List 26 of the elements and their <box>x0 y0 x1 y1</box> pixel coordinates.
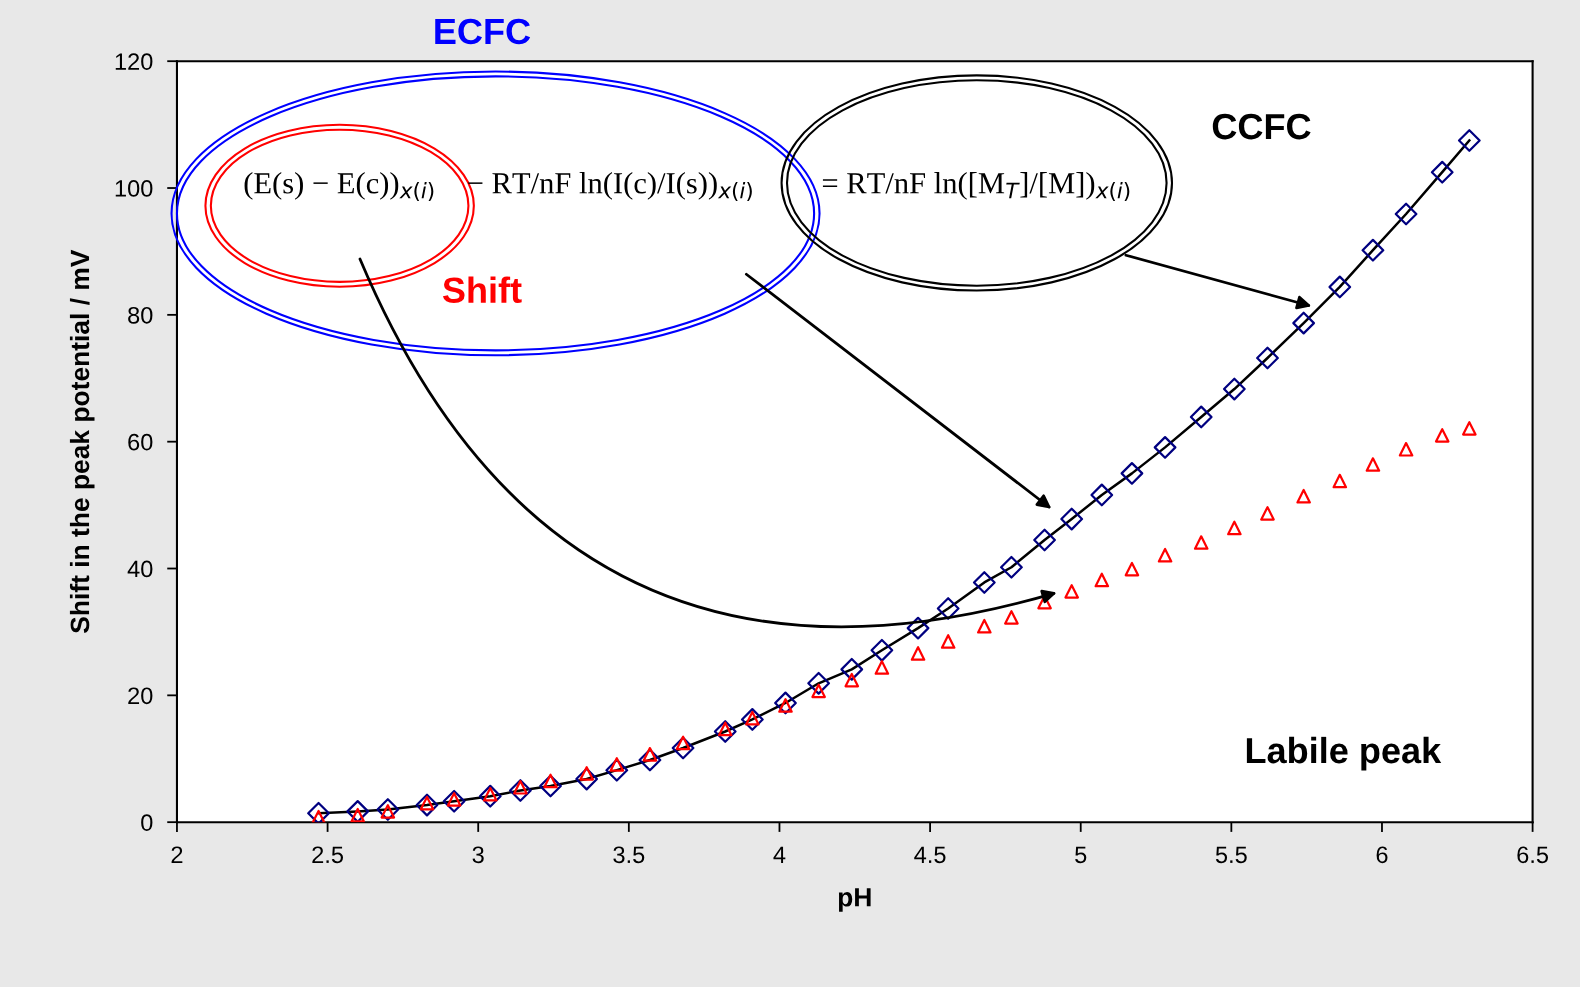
y-tick-label: 0 <box>141 814 153 831</box>
x-tick-label: 5.5 <box>1215 846 1247 864</box>
x-tick-label: 5 <box>1075 846 1087 864</box>
x-tick-label: 3 <box>472 846 484 864</box>
x-tick-label: 3.5 <box>613 846 645 864</box>
x-tick-label: 6 <box>1376 846 1388 864</box>
x-tick-label: 4.5 <box>914 846 946 864</box>
annotation: Labile peak <box>1246 736 1442 771</box>
y-axis-title: Shift in the peak potential / mV <box>69 249 95 633</box>
annotation: = RT/nF ln([M$_{T}$]/[M])$_{x(i)}$ <box>822 172 1130 202</box>
text: ECFC <box>435 18 531 45</box>
y-tick-label: 120 <box>115 53 153 70</box>
x-axis-title: pH <box>838 888 871 912</box>
annotation: CCFC <box>1212 113 1311 140</box>
x-tick-label: 2.5 <box>312 846 344 864</box>
annotation: (E(s) − E(c))$_{x(i)}$ <box>244 172 434 202</box>
y-tick-label: 60 <box>128 433 153 451</box>
y-tick-label: 40 <box>127 560 153 578</box>
x-tick-label: 6.5 <box>1517 846 1549 864</box>
x-tick-label: 4 <box>773 846 786 863</box>
y-tick-label: 100 <box>115 180 153 197</box>
annotation: Shift <box>442 276 522 303</box>
annotation: − RT/nF ln(I(c)/I(s))$_{x(i)}$ <box>468 172 752 202</box>
y-tick-label: 80 <box>128 306 153 324</box>
x-tick-label: 2 <box>171 846 183 863</box>
y-tick-label: 20 <box>128 687 153 705</box>
